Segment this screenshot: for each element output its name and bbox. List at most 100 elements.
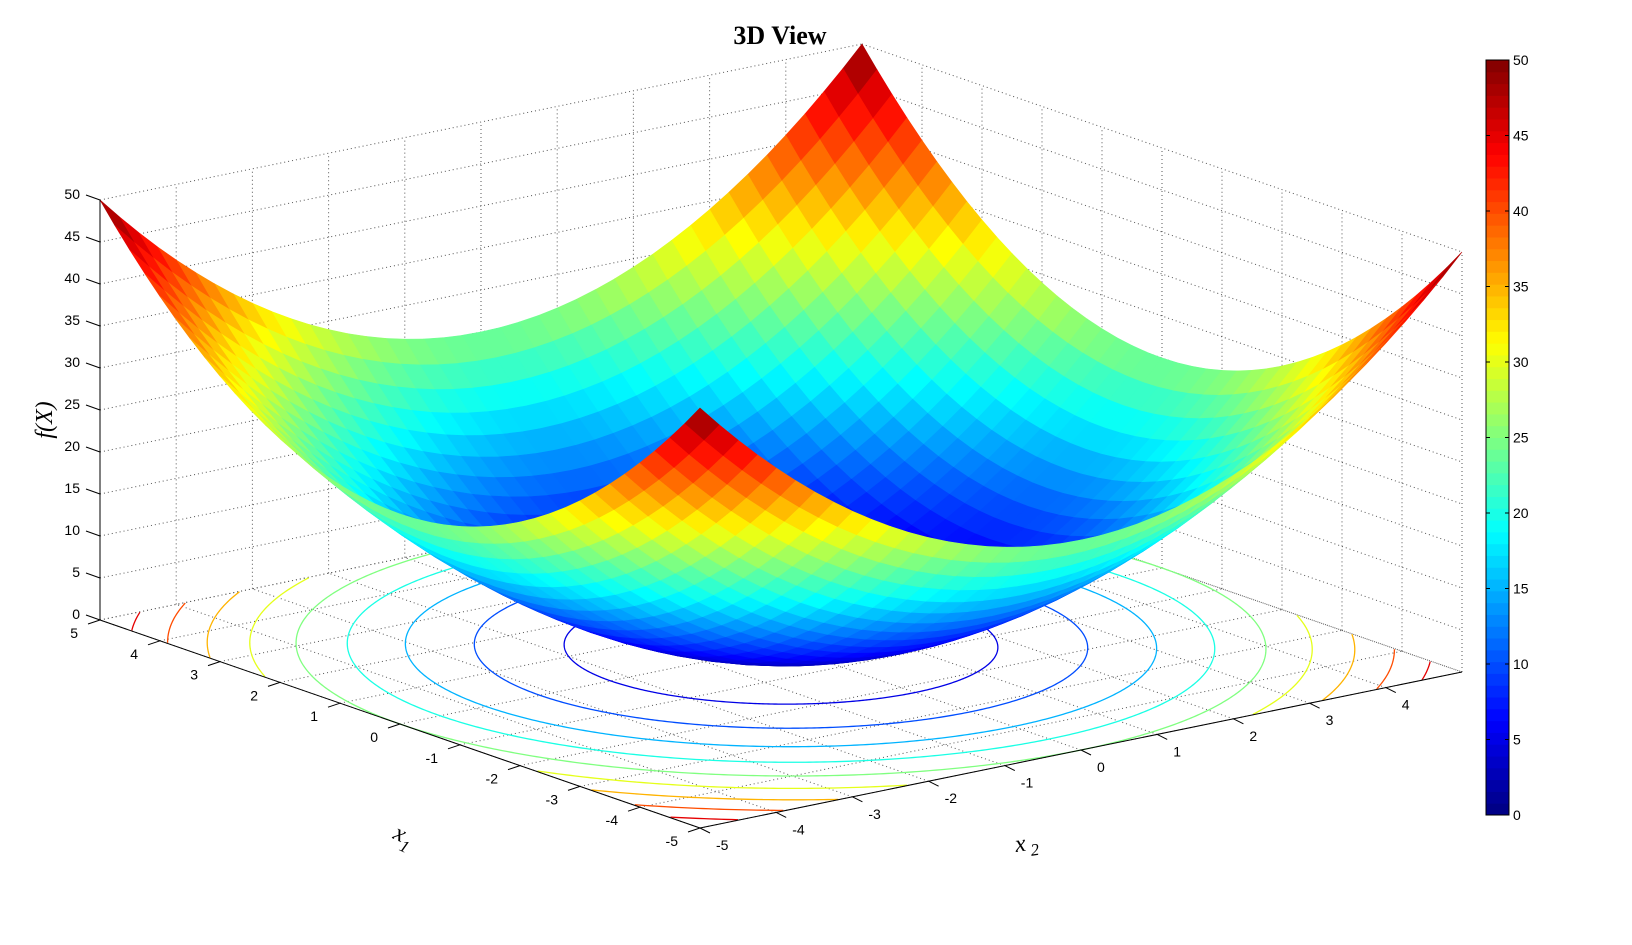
z-tick-label: 20 [64, 438, 80, 454]
x1-tick-label: 4 [130, 646, 138, 662]
colorbar-segment [1486, 697, 1509, 710]
surface-patch [1397, 281, 1433, 320]
z-tick [85, 446, 101, 453]
z-tick [85, 236, 101, 243]
colorbar-segment [1486, 673, 1509, 686]
x1-tick-label: -2 [486, 771, 499, 787]
colorbar-segment [1486, 484, 1509, 497]
z-tick [85, 530, 101, 537]
colorbar-segment [1486, 225, 1509, 238]
colorbar-segment [1486, 461, 1509, 474]
colorbar-segment [1486, 756, 1509, 769]
floor-grid-line [579, 629, 1343, 787]
contour-line [591, 789, 839, 801]
x2-tick [1080, 749, 1092, 756]
colorbar-segment [1486, 378, 1509, 391]
colorbar-segment [1486, 284, 1509, 297]
colorbar-tick-label: 15 [1513, 581, 1529, 597]
surface-patch [1412, 267, 1448, 307]
x2-tick-label: 4 [1402, 697, 1410, 713]
z-tick-label: 5 [72, 564, 80, 580]
colorbar-segment [1486, 166, 1509, 179]
x2-tick [699, 827, 711, 834]
colorbar-segment [1486, 508, 1509, 521]
colorbar-tick-label: 40 [1513, 203, 1529, 219]
colorbar-segment [1486, 260, 1509, 273]
colorbar-segment [1486, 531, 1509, 545]
colorbar-segment [1486, 354, 1509, 368]
colorbar-segment [1486, 343, 1509, 356]
colorbar-segment [1486, 543, 1509, 556]
floor-grid-line [519, 609, 1283, 767]
x1-tick-label: 3 [190, 667, 198, 683]
z-tick [85, 278, 101, 285]
surface-patch [99, 199, 135, 243]
x1-tick-label: -4 [606, 812, 619, 828]
colorbar-segment [1486, 779, 1509, 792]
colorbar-tick-label: 20 [1513, 505, 1529, 521]
colorbar-segment [1486, 708, 1509, 722]
x1-tick [87, 619, 101, 625]
z-tick [85, 488, 101, 495]
z-tick [85, 404, 101, 411]
contour-line [537, 770, 908, 790]
colorbar-segment [1486, 295, 1509, 309]
wall-grid-line [99, 43, 863, 201]
x1-tick-label: 5 [70, 625, 78, 641]
z-tick-label: 10 [64, 522, 80, 538]
colorbar-segment [1486, 272, 1509, 285]
x1-tick-label: 1 [310, 708, 318, 724]
x1-tick [147, 640, 161, 646]
z-tick [85, 320, 101, 327]
colorbar-segment [1486, 638, 1509, 651]
colorbar-segment [1486, 118, 1509, 132]
x2-tick-label: 1 [1173, 743, 1181, 759]
x2-label-sub: 2 [1029, 840, 1041, 860]
contour-line [1376, 649, 1396, 690]
colorbar-segment [1486, 744, 1509, 757]
colorbar-segment [1486, 213, 1509, 226]
tick-labels: 05101520253035404550-5-4-3-2-1012345-5-4… [64, 186, 1409, 853]
z-tick [85, 362, 101, 369]
surface [99, 43, 1463, 667]
colorbar-segment [1486, 496, 1509, 509]
floor-grid-line [639, 650, 1403, 808]
x2-tick-label: -5 [716, 837, 729, 853]
x1-tick-label: 0 [370, 729, 378, 745]
colorbar-segment [1486, 402, 1509, 415]
surface-patch [1408, 276, 1444, 316]
colorbar-segment [1486, 626, 1509, 639]
contour-line [249, 577, 310, 677]
colorbar-segment [1486, 60, 1509, 73]
colorbar-segment [1486, 425, 1509, 438]
floor-grid-line [459, 588, 1223, 746]
colorbar-segment [1486, 236, 1509, 250]
colorbar-segment [1486, 602, 1509, 615]
x2-tick [928, 780, 939, 787]
colorbar-segment [1486, 555, 1509, 568]
colorbar-segment [1486, 95, 1509, 108]
colorbar-segment [1486, 130, 1509, 144]
z-tick-label: 35 [64, 312, 80, 328]
colorbar-segment [1486, 449, 1509, 462]
colorbar-tick-label: 0 [1513, 807, 1521, 823]
colorbar-segment [1486, 520, 1509, 533]
x1-tick [327, 702, 341, 708]
colorbar-tick-label: 35 [1513, 279, 1529, 295]
x2-tick-label: -4 [792, 821, 805, 837]
z-tick-label: 25 [64, 396, 80, 412]
x2-label-base: x [1012, 831, 1028, 858]
x2-tick [1156, 733, 1168, 740]
colorbar-segment [1486, 413, 1509, 427]
colorbar-tick-label: 45 [1513, 128, 1529, 144]
wall-grid-line [99, 127, 863, 285]
x1-tick [207, 661, 221, 667]
x2-tick [1233, 718, 1244, 725]
z-tick [85, 572, 101, 579]
colorbar-segment [1486, 201, 1509, 214]
colorbar-segment [1486, 189, 1509, 203]
x1-tick [687, 827, 701, 833]
colorbar-segment [1486, 767, 1509, 781]
